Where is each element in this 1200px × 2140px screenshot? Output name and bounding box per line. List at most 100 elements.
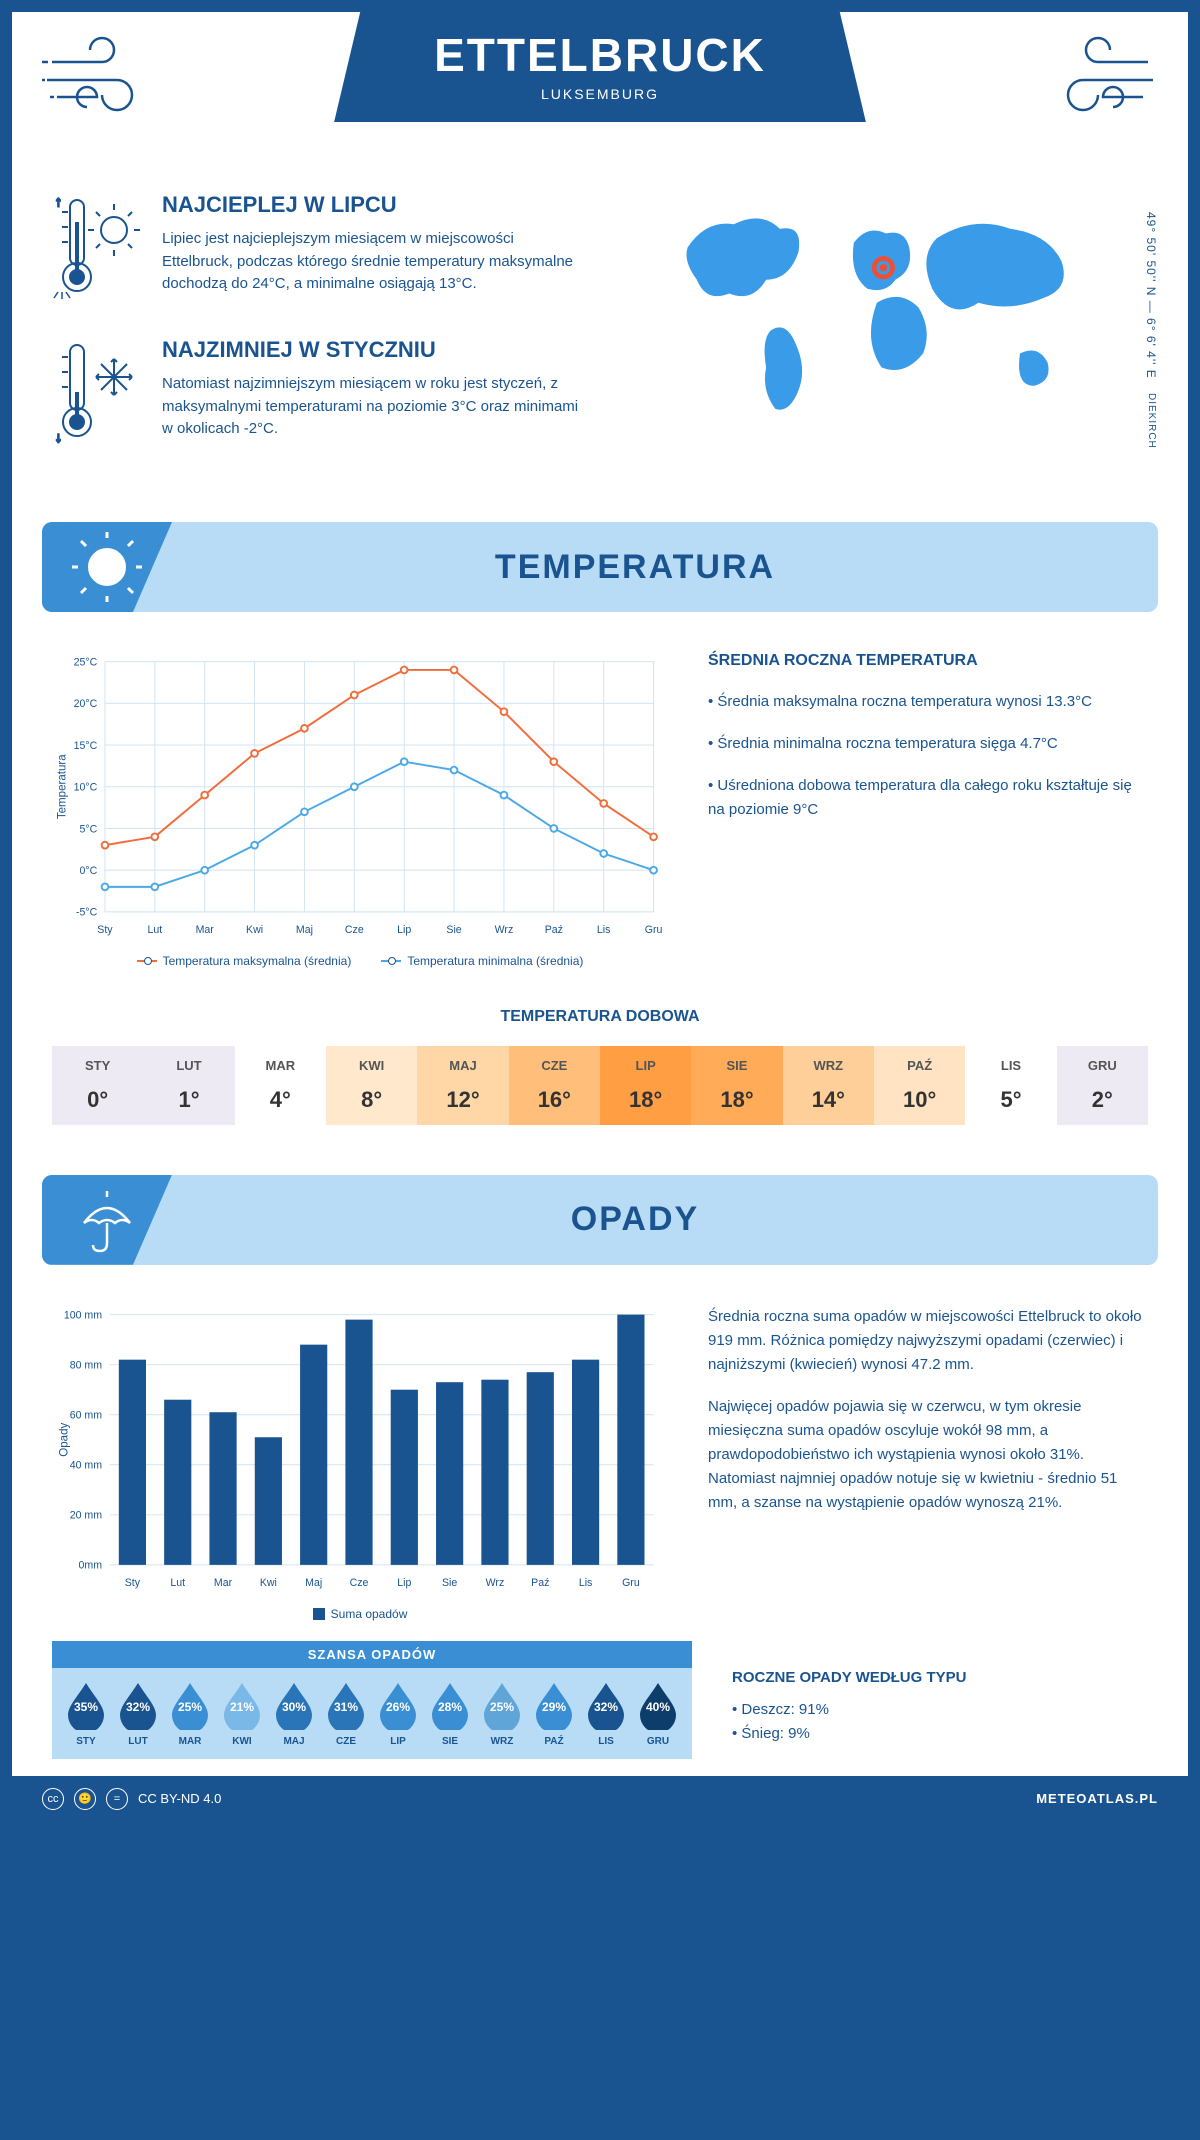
header: ETTELBRUCK LUKSEMBURG (12, 12, 1188, 172)
avg-temp-bullet: • Średnia maksymalna roczna temperatura … (708, 690, 1148, 714)
svg-text:Mar: Mar (214, 1577, 233, 1589)
infographic-page: ETTELBRUCK LUKSEMBURG ↑ (0, 0, 1200, 1834)
chance-drop: 40% GRU (632, 1680, 684, 1747)
daily-temp-cell: GRU2° (1057, 1046, 1148, 1125)
svg-text:Gru: Gru (645, 924, 663, 936)
precip-type-snow: • Śnieg: 9% (732, 1722, 1148, 1746)
precip-type-rain: • Deszcz: 91% (732, 1698, 1148, 1722)
coldest-text: Natomiast najzimniejszym miesiącem w rok… (162, 373, 585, 441)
temperature-section-header: TEMPERATURA (42, 522, 1158, 612)
precip-title: OPADY (112, 1200, 1158, 1239)
daily-temp-cell: SIE18° (691, 1046, 782, 1125)
svg-text:Sie: Sie (442, 1577, 457, 1589)
precip-content: 0mm20 mm40 mm60 mm80 mm100 mmStyLutMarKw… (12, 1275, 1188, 1631)
hottest-title: NAJCIEPLEJ W LIPCU (162, 192, 585, 218)
thermometer-sun-icon: ↑ (52, 192, 142, 307)
sun-icon (42, 522, 172, 612)
svg-text:Maj: Maj (296, 924, 313, 936)
coldest-block: ↓ NAJZIMNIEJ W STYCZNIU Natomiast najzim… (52, 337, 585, 452)
svg-text:Kwi: Kwi (246, 924, 263, 936)
precip-section-header: OPADY (42, 1175, 1158, 1265)
temperature-line-chart: -5°C0°C5°C10°C15°C20°C25°CStyLutMarKwiMa… (52, 652, 668, 968)
svg-text:Lip: Lip (397, 1577, 411, 1589)
cc-icon: cc (42, 1788, 64, 1810)
coordinates: 49° 50' 50'' N — 6° 6' 4'' E DIEKIRCH (1144, 212, 1158, 449)
chance-drop: 28% SIE (424, 1680, 476, 1747)
svg-text:↑: ↑ (55, 193, 62, 209)
precip-paragraph: Najwięcej opadów pojawia się w czerwcu, … (708, 1395, 1148, 1515)
license-block: cc 🙂 = CC BY-ND 4.0 (42, 1788, 221, 1810)
svg-text:Wrz: Wrz (495, 924, 514, 936)
thermometer-snow-icon: ↓ (52, 337, 142, 452)
temp-chart-legend: Temperatura maksymalna (średnia) Tempera… (52, 954, 668, 968)
svg-text:↓: ↓ (55, 429, 62, 445)
svg-text:Cze: Cze (350, 1577, 369, 1589)
hottest-block: ↑ NAJCIEPLEJ W LIPCU Lipiec jest najciep… (52, 192, 585, 307)
chance-title: SZANSA OPADÓW (52, 1641, 692, 1668)
map-column: 49° 50' 50'' N — 6° 6' 4'' E DIEKIRCH (615, 192, 1148, 482)
svg-text:Cze: Cze (345, 924, 364, 936)
intro-section: ↑ NAJCIEPLEJ W LIPCU Lipiec jest najciep… (12, 172, 1188, 512)
chance-drop: 26% LIP (372, 1680, 424, 1747)
svg-text:Lut: Lut (170, 1577, 185, 1589)
daily-temp-cell: CZE16° (509, 1046, 600, 1125)
wind-icon-left (42, 32, 182, 127)
svg-text:Sty: Sty (125, 1577, 141, 1589)
svg-text:Kwi: Kwi (260, 1577, 277, 1589)
svg-text:80 mm: 80 mm (70, 1359, 103, 1371)
footer: cc 🙂 = CC BY-ND 4.0 METEOATLAS.PL (12, 1776, 1188, 1822)
svg-text:20 mm: 20 mm (70, 1509, 103, 1521)
city-name: ETTELBRUCK (434, 28, 766, 82)
umbrella-icon (42, 1175, 172, 1265)
title-banner: ETTELBRUCK LUKSEMBURG (334, 10, 866, 122)
avg-temp-title: ŚREDNIA ROCZNA TEMPERATURA (708, 652, 1148, 670)
precip-type-title: ROCZNE OPADY WEDŁUG TYPU (732, 1669, 1148, 1686)
temperature-title: TEMPERATURA (112, 548, 1158, 587)
daily-temp-cell: PAŹ10° (874, 1046, 965, 1125)
avg-temp-bullet: • Średnia minimalna roczna temperatura s… (708, 732, 1148, 756)
daily-temp-cell: MAR4° (235, 1046, 326, 1125)
svg-text:40 mm: 40 mm (70, 1459, 103, 1471)
svg-text:0°C: 0°C (79, 865, 97, 877)
intro-text-column: ↑ NAJCIEPLEJ W LIPCU Lipiec jest najciep… (52, 192, 585, 482)
svg-text:-5°C: -5°C (76, 907, 98, 919)
svg-text:Opady: Opady (58, 1422, 70, 1456)
svg-text:Gru: Gru (622, 1577, 640, 1589)
svg-text:0mm: 0mm (79, 1559, 103, 1571)
svg-text:Lis: Lis (597, 924, 611, 936)
svg-text:Wrz: Wrz (486, 1577, 505, 1589)
svg-text:20°C: 20°C (74, 698, 98, 710)
avg-temp-bullet: • Uśredniona dobowa temperatura dla całe… (708, 774, 1148, 822)
svg-text:5°C: 5°C (79, 823, 97, 835)
daily-temp-cell: MAJ12° (417, 1046, 508, 1125)
coldest-title: NAJZIMNIEJ W STYCZNIU (162, 337, 585, 363)
hottest-text: Lipiec jest najcieplejszym miesiącem w m… (162, 228, 585, 296)
daily-temp-cell: WRZ14° (783, 1046, 874, 1125)
svg-text:Paź: Paź (545, 924, 563, 936)
nd-icon: = (106, 1788, 128, 1810)
precip-bar-chart: 0mm20 mm40 mm60 mm80 mm100 mmStyLutMarKw… (52, 1305, 668, 1621)
world-map-icon (615, 192, 1148, 432)
svg-text:Lis: Lis (579, 1577, 593, 1589)
chance-drop: 21% KWI (216, 1680, 268, 1747)
by-icon: 🙂 (74, 1788, 96, 1810)
license-text: CC BY-ND 4.0 (138, 1791, 221, 1806)
chance-drop: 32% LUT (112, 1680, 164, 1747)
daily-temp-table: TEMPERATURA DOBOWA STY0° LUT1° MAR4° KWI… (12, 998, 1188, 1165)
country-name: LUKSEMBURG (434, 86, 766, 102)
temperature-side-text: ŚREDNIA ROCZNA TEMPERATURA • Średnia mak… (708, 652, 1148, 968)
svg-text:Maj: Maj (305, 1577, 322, 1589)
chance-drop: 32% LIS (580, 1680, 632, 1747)
daily-temp-title: TEMPERATURA DOBOWA (52, 1008, 1148, 1026)
temperature-content: -5°C0°C5°C10°C15°C20°C25°CStyLutMarKwiMa… (12, 622, 1188, 998)
svg-text:100 mm: 100 mm (64, 1309, 102, 1321)
chance-drop: 35% STY (60, 1680, 112, 1747)
svg-text:Sie: Sie (446, 924, 461, 936)
chance-drop: 29% PAŹ (528, 1680, 580, 1747)
chance-drop: 25% MAR (164, 1680, 216, 1747)
precip-chart-legend: Suma opadów (52, 1607, 668, 1621)
svg-text:Mar: Mar (196, 924, 215, 936)
svg-text:Sty: Sty (97, 924, 113, 936)
site-name: METEOATLAS.PL (1036, 1791, 1158, 1806)
chance-drop: 25% WRZ (476, 1680, 528, 1747)
